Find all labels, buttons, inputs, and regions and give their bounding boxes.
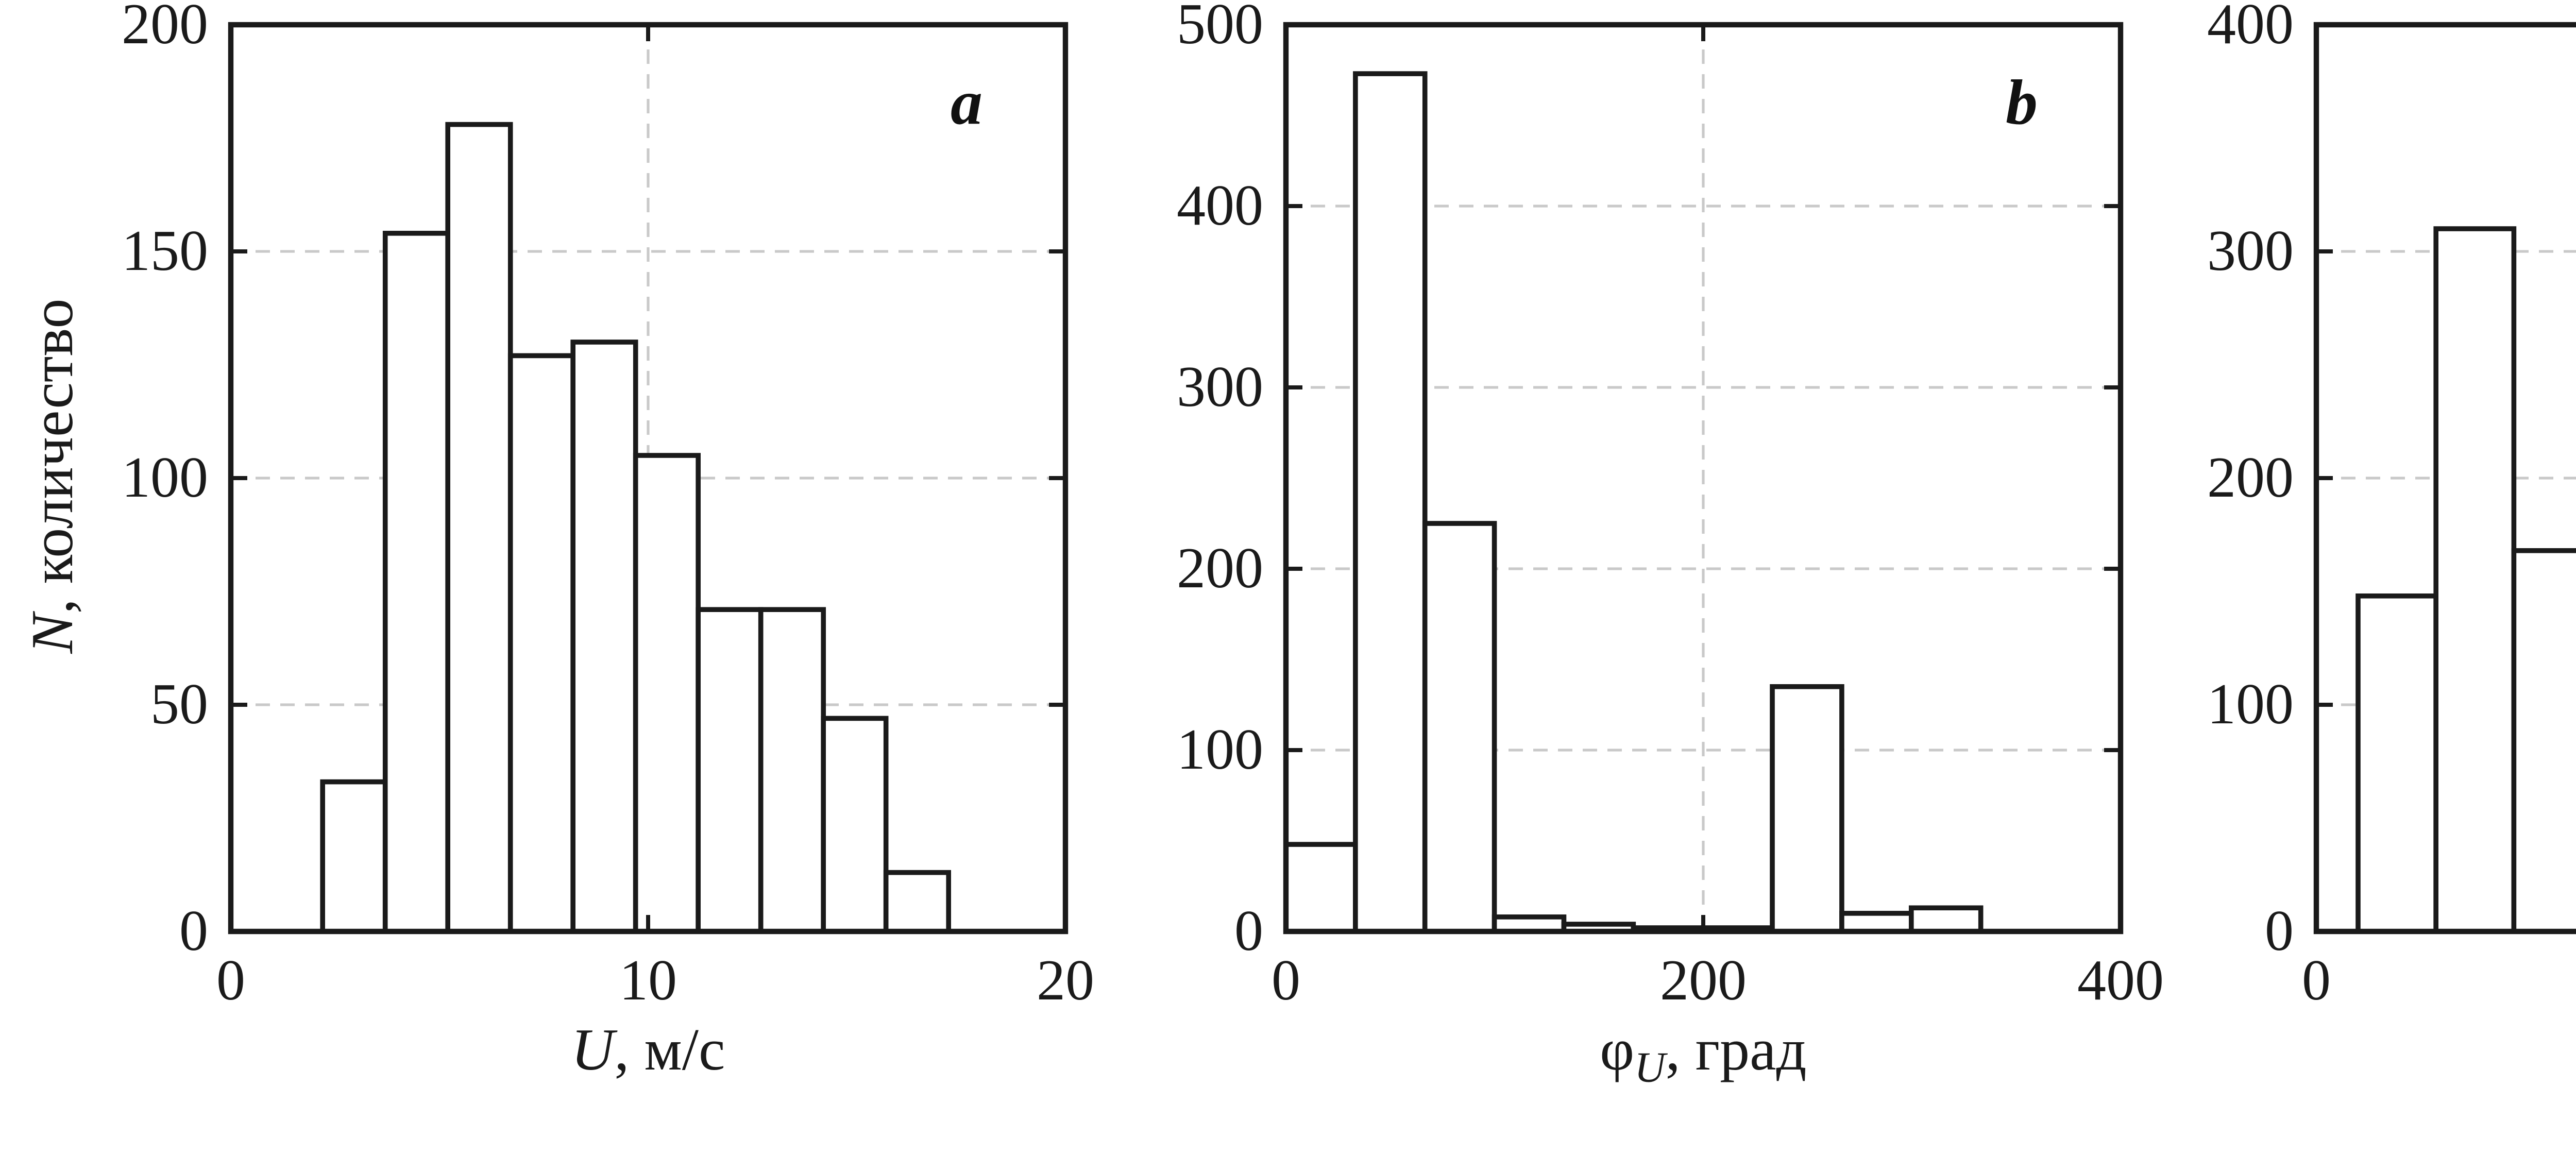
- xlabel-b-units: , град: [1665, 1018, 1807, 1084]
- tick-marks: [229, 23, 1067, 934]
- bar: [758, 607, 826, 934]
- bar: [320, 779, 388, 934]
- bar: [445, 122, 513, 934]
- bar: [1770, 684, 1844, 934]
- bar: [382, 230, 451, 934]
- y-tick-label: 300: [2207, 219, 2294, 283]
- y-tick-label: 0: [2265, 899, 2294, 963]
- x-axis-label-c: α: [2316, 1018, 2576, 1086]
- tick-labels: 0 200 400 0 100 200 300 400 500: [1177, 0, 2164, 1012]
- y-tick-label: 400: [1177, 174, 1263, 237]
- bar: [2511, 548, 2576, 934]
- panel-letter-a: a: [951, 66, 982, 138]
- xlabel-a-symbol: U: [571, 1018, 615, 1084]
- panel-b: 0 200 400 0 100 200 300 400 500: [1177, 0, 2164, 1012]
- x-tick-label: 0: [2302, 948, 2331, 1012]
- xlabel-b-symbol: φ: [1600, 1018, 1635, 1084]
- x-tick-label: 20: [1037, 948, 1094, 1012]
- bar: [883, 870, 952, 934]
- y-tick-label: 100: [1177, 718, 1263, 782]
- xlabel-a-units: , м/с: [614, 1018, 725, 1084]
- y-tick-label: 400: [2207, 0, 2294, 56]
- x-tick-label: 0: [216, 948, 245, 1012]
- bar: [570, 340, 638, 934]
- x-tick-label: 400: [2077, 948, 2164, 1012]
- y-tick-label: 200: [122, 0, 208, 56]
- bar: [633, 453, 701, 934]
- panel-c: 01230100200300400: [2207, 0, 2576, 1012]
- bar: [1839, 911, 1914, 934]
- bar: [696, 607, 764, 934]
- bar: [2433, 226, 2517, 934]
- y-tick-label: 300: [1177, 355, 1263, 419]
- bar: [1353, 71, 1428, 934]
- y-tick-label: 0: [1234, 899, 1263, 963]
- histogram-bars: [2355, 226, 2576, 934]
- bar: [2355, 593, 2438, 934]
- x-tick-label: 200: [1660, 948, 1747, 1012]
- x-axis-label-a: U, м/с: [231, 1018, 1065, 1086]
- x-tick-label: 10: [619, 948, 677, 1012]
- bar: [1909, 905, 1984, 934]
- bar: [821, 716, 889, 934]
- y-tick-label: 100: [122, 446, 208, 510]
- ylabel-symbol: N: [21, 614, 87, 654]
- x-tick-label: 0: [1272, 948, 1300, 1012]
- gridlines: [1286, 25, 2121, 931]
- y-tick-label: 150: [122, 219, 208, 283]
- tick-labels: 01230100200300400: [2207, 0, 2331, 1012]
- bar: [507, 353, 575, 934]
- tick-marks: [2314, 23, 2333, 934]
- tick-marks: [1284, 23, 2123, 934]
- ylabel-text: , количество: [21, 298, 87, 614]
- y-tick-label: 500: [1177, 0, 1263, 56]
- histogram-bars: [1283, 71, 1984, 934]
- xlabel-b-subscript: U: [1634, 1042, 1666, 1092]
- x-axis-label-b: φU, град: [1286, 1018, 2121, 1094]
- bar: [1283, 842, 1358, 934]
- panel-letter-b: b: [2006, 66, 2038, 138]
- y-tick-label: 50: [150, 672, 208, 736]
- histogram-bars: [320, 122, 952, 934]
- bar: [1422, 521, 1497, 934]
- y-tick-label: 200: [2207, 446, 2294, 510]
- y-tick-label: 100: [2207, 672, 2294, 736]
- y-tick-label: 0: [179, 899, 208, 963]
- y-tick-label: 200: [1177, 536, 1263, 600]
- y-axis-label-a: N, количество: [21, 146, 95, 806]
